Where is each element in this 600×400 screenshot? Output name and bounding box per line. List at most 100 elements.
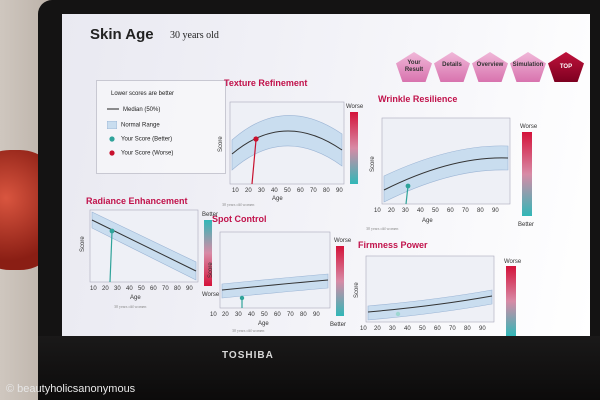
x-tick: 50 <box>419 326 426 332</box>
x-axis-label: Age <box>422 218 433 224</box>
better-marker <box>405 183 411 189</box>
x-ticks: 20 30 40 50 60 70 80 90 10 <box>210 312 320 318</box>
chart-footnote: 30 years old women <box>366 226 398 231</box>
legend-median: Median (50%) <box>107 107 160 113</box>
x-tick: 60 <box>150 286 157 292</box>
legend-worse: Your Score (Worse) <box>107 149 173 157</box>
nav-top-button[interactable]: TOP <box>548 52 584 82</box>
x-tick: 70 <box>449 326 456 332</box>
x-tick: 30 <box>235 312 242 318</box>
x-tick: 80 <box>323 188 330 194</box>
nav-overview-button[interactable]: Overview <box>472 52 508 82</box>
x-tick: 30 <box>114 286 121 292</box>
score-stem <box>109 231 113 283</box>
bar-top-label: Worse <box>346 104 364 110</box>
bar-top-label: Worse <box>334 238 352 244</box>
panel-title-radiance: Radiance Enhancement <box>86 196 188 206</box>
better-marker <box>395 311 401 317</box>
normal-range-band <box>221 273 329 299</box>
panel-title-firmness: Firmness Power <box>358 240 428 250</box>
panel-title-texture: Texture Refinement <box>224 78 308 88</box>
x-tick: 70 <box>162 286 169 292</box>
x-tick: 80 <box>174 286 181 292</box>
worse-dot-icon <box>109 150 115 156</box>
y-axis-label: Score <box>80 236 86 252</box>
x-tick: 80 <box>300 312 307 318</box>
x-tick: 50 <box>432 208 439 214</box>
median-line <box>221 279 329 291</box>
x-tick: 40 <box>126 286 133 292</box>
chart-spot: Worse Better Score 20 30 40 50 60 70 80 … <box>208 231 352 333</box>
median-line <box>383 157 509 191</box>
x-axis-label: Age <box>258 321 269 327</box>
panel-title-spot: Spot Control <box>212 214 267 224</box>
x-tick: 40 <box>271 188 278 194</box>
score-stem <box>405 185 409 205</box>
chart-radiance: Better Worse Score 10 20 30 40 50 60 70 … <box>80 209 220 309</box>
nav-label: Overview <box>476 62 504 68</box>
x-tick: 20 <box>374 326 381 332</box>
legend-normal: Normal Range <box>107 121 160 129</box>
x-tick: 90 <box>336 188 343 194</box>
median-line <box>367 295 493 313</box>
y-axis-label: Score <box>218 136 224 152</box>
y-axis-label: Score <box>208 262 214 278</box>
page-title: Skin Age <box>90 26 154 43</box>
x-ticks: 10 20 30 40 50 60 70 80 90 <box>232 188 343 194</box>
median-line <box>231 130 343 155</box>
bar-bottom-label: Worse <box>202 292 220 298</box>
x-tick: 40 <box>248 312 255 318</box>
panel-title-wrinkle: Wrinkle Resilience <box>378 94 458 104</box>
legend-worse-label: Your Score (Worse) <box>121 150 174 157</box>
legend-better-label: Your Score (Better) <box>121 136 173 143</box>
better-marker <box>109 228 115 234</box>
better-dot-icon <box>109 136 115 142</box>
x-tick: 80 <box>464 326 471 332</box>
x-tick: 90 <box>492 208 499 214</box>
x-tick: 10 <box>90 286 97 292</box>
better-marker <box>239 295 245 301</box>
chart-firmness: Worse Score 10 20 30 40 50 60 70 80 90 <box>354 255 522 336</box>
x-tick: 50 <box>138 286 145 292</box>
x-tick: 70 <box>287 312 294 318</box>
laptop-lower-bezel <box>38 336 600 400</box>
x-tick: 60 <box>434 326 441 332</box>
bar-top-label: Better <box>202 212 218 218</box>
bar-top-label: Worse <box>520 124 538 130</box>
x-tick: 60 <box>447 208 454 214</box>
x-tick: 60 <box>297 188 304 194</box>
legend-better: Your Score (Better) <box>107 135 172 143</box>
x-tick: 10 <box>232 188 239 194</box>
app-screen: Skin Age 30 years old Your Result Detail… <box>62 14 590 336</box>
nav-details-button[interactable]: Details <box>434 52 470 82</box>
score-colorbar <box>336 246 344 316</box>
chart-footnote: 30 years old women <box>114 304 146 309</box>
x-tick: 20 <box>102 286 109 292</box>
x-tick: 30 <box>258 188 265 194</box>
nav-label: Details <box>442 62 462 68</box>
x-axis-label: Age <box>130 295 141 301</box>
x-tick: 90 <box>313 312 320 318</box>
chart-footnote: 30 years old women <box>222 202 254 207</box>
chart-wrinkle: Worse Better Score 20 30 40 50 60 70 80 … <box>366 117 538 231</box>
median-line-icon <box>107 108 119 110</box>
x-tick: 10 <box>360 326 367 332</box>
x-ticks: 10 20 30 40 50 60 70 80 90 <box>90 286 193 292</box>
x-tick: 90 <box>186 286 193 292</box>
nav-your-result-button[interactable]: Your Result <box>396 52 432 82</box>
score-stem <box>251 139 257 185</box>
x-tick: 50 <box>284 188 291 194</box>
x-ticks: 20 30 40 50 60 70 80 90 10 <box>374 208 499 214</box>
legend-normal-label: Normal Range <box>121 122 160 129</box>
x-tick: 50 <box>261 312 268 318</box>
bar-bottom-label: Better <box>330 322 346 328</box>
chart-texture: Worse Score 10 20 30 40 50 60 70 80 90 A… <box>218 101 364 207</box>
score-colorbar <box>350 112 358 184</box>
nav-simulation-button[interactable]: Simulation <box>510 52 546 82</box>
legend-median-label: Median (50%) <box>123 107 161 113</box>
nav-label: Simulation <box>512 62 544 68</box>
x-tick: 70 <box>462 208 469 214</box>
x-tick: 40 <box>404 326 411 332</box>
y-axis-label: Score <box>370 156 376 172</box>
photo-watermark: © beautyholicsanonymous <box>6 383 136 395</box>
